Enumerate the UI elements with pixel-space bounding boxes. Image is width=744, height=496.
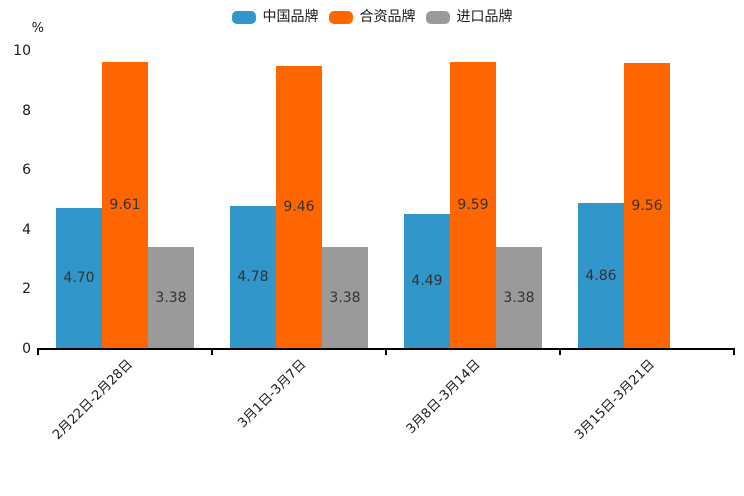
bar-value-label: 3.38 xyxy=(329,289,361,306)
bar-value-label: 9.61 xyxy=(109,196,141,213)
bar-series-0-cat-1 xyxy=(230,205,276,348)
legend-item-2: 进口品牌 xyxy=(425,8,513,26)
legend-swatch xyxy=(425,10,450,24)
x-axis-label: 3月1日-3月7日 xyxy=(235,357,310,432)
x-axis-tick xyxy=(559,348,561,355)
x-axis-tick xyxy=(733,348,735,355)
bar-series-1-cat-2 xyxy=(450,62,496,348)
y-tick-label: 6 xyxy=(22,162,31,179)
legend-label: 合资品牌 xyxy=(359,9,416,25)
bar-value-label: 9.56 xyxy=(631,197,663,214)
bar-value-label: 3.38 xyxy=(503,289,535,306)
legend-item-1: 合资品牌 xyxy=(328,8,416,26)
bar-series-1-cat-3 xyxy=(624,63,670,348)
x-axis-tick xyxy=(37,348,39,355)
legend-item-0: 中国品牌 xyxy=(231,8,319,26)
x-axis-tick xyxy=(211,348,213,355)
y-tick-label: 4 xyxy=(22,221,31,238)
legend-swatch xyxy=(328,10,353,24)
y-axis-unit-label: % xyxy=(31,21,44,36)
bar-value-label: 9.46 xyxy=(283,199,315,216)
bar-value-label: 3.38 xyxy=(155,289,187,306)
legend-swatch xyxy=(231,10,256,24)
y-tick-label: 8 xyxy=(22,102,31,119)
bar-value-label: 9.59 xyxy=(457,197,489,214)
bar-value-label: 4.49 xyxy=(411,273,443,290)
bar-series-0-cat-2 xyxy=(404,214,450,348)
bar-value-label: 4.70 xyxy=(63,269,95,286)
bar-series-0-cat-3 xyxy=(578,203,624,348)
x-axis-label: 3月8日-3月14日 xyxy=(403,357,484,437)
bar-series-0-cat-0 xyxy=(56,207,102,348)
y-tick-label: 0 xyxy=(22,341,31,357)
legend-label: 中国品牌 xyxy=(262,9,319,25)
bar-series-2-cat-1 xyxy=(322,247,368,348)
bar-series-1-cat-1 xyxy=(276,66,322,348)
bar-series-2-cat-0 xyxy=(148,247,194,348)
bar-value-label: 4.86 xyxy=(585,267,617,284)
legend-label: 进口品牌 xyxy=(456,9,513,25)
bar-series-2-cat-2 xyxy=(496,247,542,348)
y-tick-label: 2 xyxy=(22,281,31,298)
bar-series-1-cat-0 xyxy=(102,61,148,348)
bar-value-label: 4.78 xyxy=(237,268,269,285)
chart-legend: 中国品牌 合资品牌 进口品牌 xyxy=(0,8,744,26)
x-axis-label: 2月22日-2月28日 xyxy=(49,357,136,443)
y-tick-label: 10 xyxy=(13,43,31,59)
x-axis-tick xyxy=(385,348,387,355)
x-axis-label: 3月15日-3月21日 xyxy=(571,357,658,443)
